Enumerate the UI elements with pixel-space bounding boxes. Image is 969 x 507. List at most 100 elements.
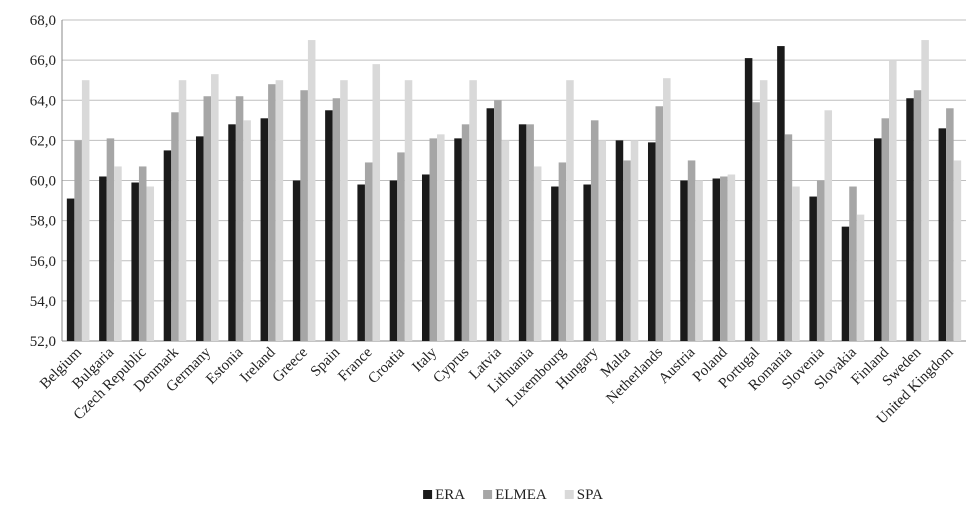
y-tick-label: 66,0	[30, 53, 56, 69]
bar	[171, 112, 179, 341]
y-tick-label: 56,0	[30, 254, 56, 270]
y-tick-label: 64,0	[30, 93, 56, 109]
bar	[486, 108, 495, 342]
bar	[454, 138, 462, 341]
bar	[106, 138, 115, 341]
bar	[953, 160, 962, 341]
bar	[849, 186, 857, 341]
bar	[372, 64, 381, 341]
y-tick-label: 60,0	[30, 174, 56, 190]
legend-swatch	[564, 490, 574, 499]
bar	[325, 110, 333, 341]
bar	[404, 80, 413, 341]
y-tick-label: 52,0	[30, 334, 56, 350]
bar	[727, 174, 736, 341]
bar	[695, 180, 703, 341]
bar	[307, 40, 316, 341]
bar	[364, 162, 373, 341]
bar	[623, 160, 631, 341]
bar	[816, 180, 825, 341]
bar	[275, 80, 284, 341]
bar	[921, 40, 929, 341]
bar	[357, 184, 365, 341]
bar	[873, 138, 882, 341]
bar	[712, 178, 721, 341]
bar	[243, 120, 251, 341]
bar	[178, 80, 187, 341]
bar	[881, 118, 890, 342]
bar	[533, 166, 542, 341]
bar	[235, 96, 244, 341]
bar	[590, 120, 599, 341]
bar	[146, 186, 155, 341]
legend-label: ELMEA	[495, 487, 547, 503]
bar	[494, 100, 502, 341]
bar	[66, 198, 75, 341]
bar	[759, 80, 768, 341]
legend-label: ERA	[435, 487, 465, 503]
bar	[292, 180, 301, 341]
x-tick-label: Cyprus	[430, 344, 472, 386]
bar	[856, 214, 865, 341]
bar	[268, 84, 276, 341]
bar	[99, 176, 107, 341]
x-tick-label: Estonia	[203, 344, 246, 387]
bar	[421, 174, 430, 341]
bar	[163, 150, 172, 341]
bar	[397, 152, 405, 341]
bar	[195, 136, 204, 341]
x-tick-label: Croatia	[365, 344, 408, 387]
bar	[469, 80, 477, 341]
y-tick-label: 68,0	[30, 13, 56, 29]
bar	[784, 134, 793, 341]
bar	[841, 226, 850, 341]
bar	[744, 58, 753, 342]
bar	[74, 140, 82, 341]
x-tick-label: Greece	[270, 344, 312, 386]
bar	[824, 110, 833, 341]
x-tick-label: Austria	[656, 344, 699, 387]
y-tick-label: 54,0	[30, 294, 56, 310]
bar	[138, 166, 147, 341]
bar	[81, 80, 90, 341]
bar	[630, 140, 639, 341]
bar	[687, 160, 696, 341]
y-tick-label: 58,0	[30, 214, 56, 230]
bar	[906, 98, 914, 342]
legend-label: SPA	[577, 487, 603, 503]
bar	[655, 106, 664, 341]
bar	[777, 46, 785, 342]
bar	[647, 142, 656, 341]
bar	[583, 184, 591, 341]
bar	[260, 118, 269, 342]
bar	[809, 196, 817, 341]
bar	[228, 124, 236, 341]
bar	[203, 96, 212, 341]
bar	[615, 140, 624, 341]
bar	[501, 140, 510, 341]
x-tick-label: Ireland	[237, 344, 279, 386]
legend-swatch	[483, 490, 493, 499]
bar	[340, 80, 348, 341]
legend-swatch	[423, 490, 433, 499]
bar	[792, 186, 800, 341]
bar	[938, 128, 947, 341]
bar	[114, 166, 122, 341]
bar	[429, 138, 438, 341]
bar	[300, 90, 308, 341]
bar	[332, 98, 341, 342]
bar	[131, 182, 139, 341]
bar	[461, 124, 470, 341]
bar	[663, 78, 671, 342]
bar	[598, 140, 607, 341]
bar	[526, 124, 534, 341]
bar	[720, 176, 728, 341]
bar	[551, 186, 559, 341]
bar	[680, 180, 688, 341]
bar	[946, 108, 954, 342]
bar	[558, 162, 567, 341]
bar	[437, 134, 445, 341]
bar	[913, 90, 922, 341]
bar	[889, 60, 897, 341]
